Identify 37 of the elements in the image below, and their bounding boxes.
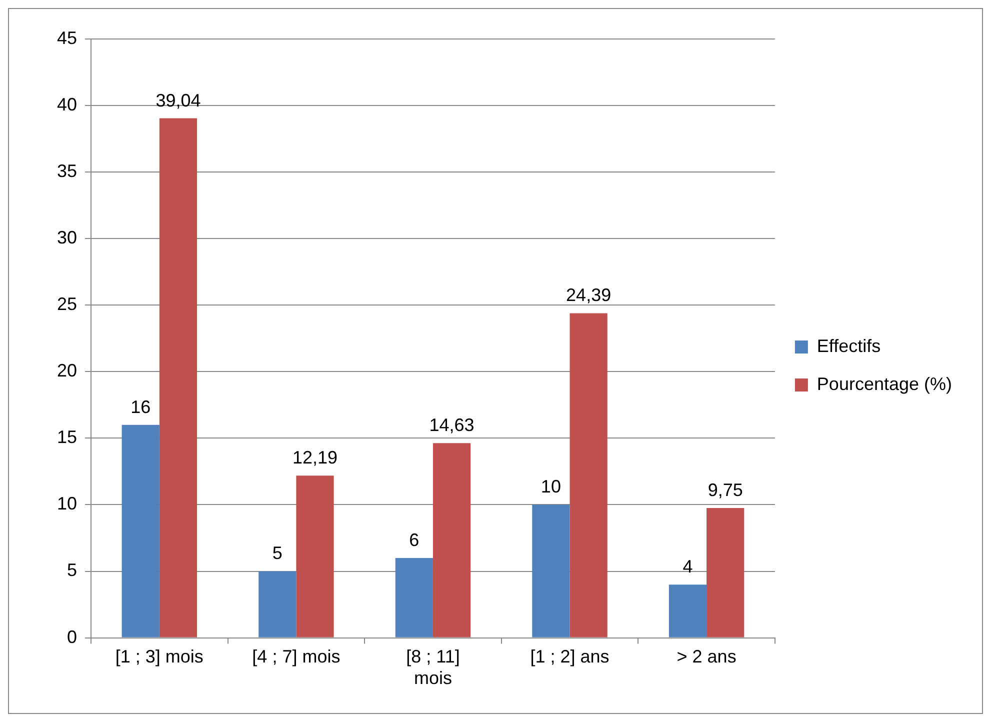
x-tick-label: [1 ; 2] ans [530,646,610,667]
bar [395,558,433,638]
bar [159,118,198,638]
legend-label: Effectifs [816,336,881,356]
x-tick-label: [4 ; 7] mois [252,646,340,667]
bar [668,584,707,638]
y-tick-label: 30 [56,228,78,248]
y-tick-label: 45 [56,28,78,48]
x-tick-label: [8 ; 11] mois [406,646,460,688]
y-tick-label: 10 [56,494,78,514]
x-tick-label: > 2 ans [676,646,736,667]
data-label: 5 [272,543,282,564]
bar [296,476,334,638]
bar [706,508,744,638]
y-tick-label: 35 [56,161,78,182]
y-tick-label: 20 [56,360,78,381]
y-tick-label: 5 [67,560,78,580]
legend-label: Pourcentage (%) [816,374,952,394]
data-label: 4 [682,556,693,577]
bar [532,504,570,638]
y-tick-label: 25 [56,294,78,314]
data-label: 24,39 [566,285,612,306]
bar [258,571,296,638]
data-label: 16 [130,396,151,417]
y-tick-label: 15 [56,427,78,448]
y-tick-label: 0 [67,626,78,647]
data-label: 39,04 [156,90,201,110]
data-label: 14,63 [429,415,474,436]
data-label: 12,19 [292,448,338,468]
data-label: 6 [409,530,420,550]
data-label: 9,75 [708,480,743,500]
bar [570,313,608,638]
bar [122,424,160,638]
bar [432,443,471,638]
data-label: 10 [540,476,561,497]
y-tick-label: 40 [56,94,78,114]
x-tick-label: [1 ; 3] mois [115,646,204,667]
